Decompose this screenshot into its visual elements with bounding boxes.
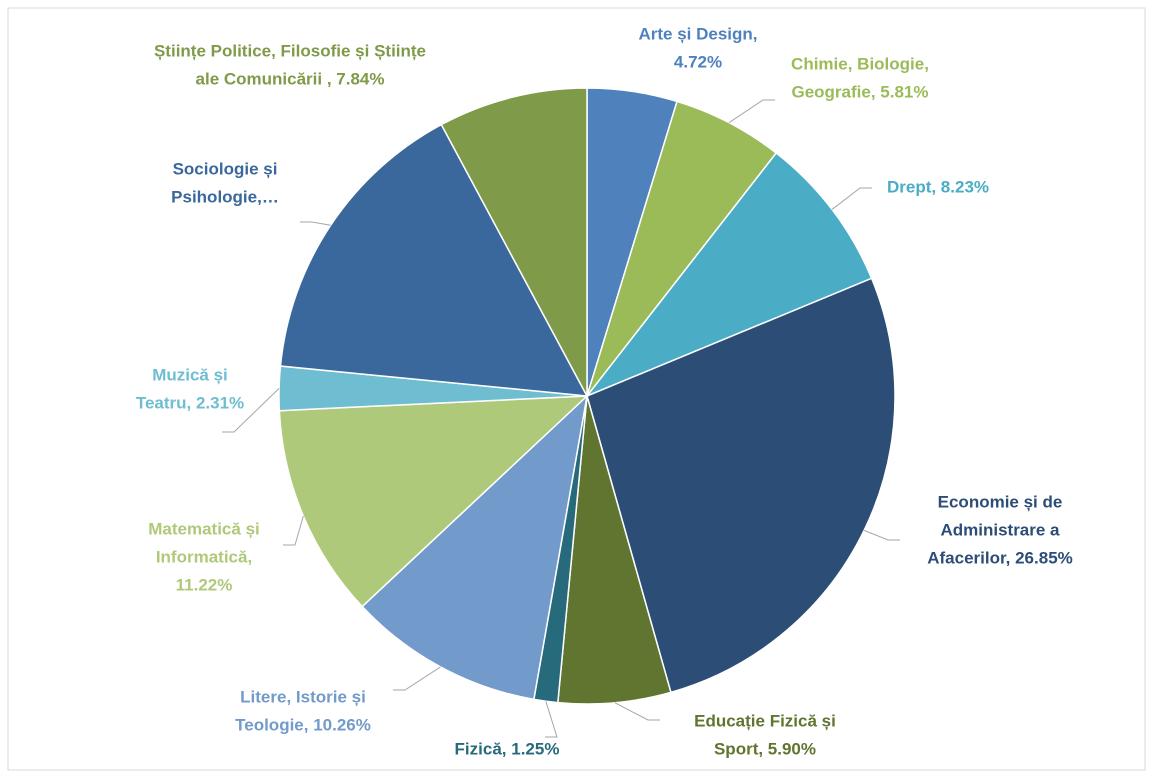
data-label: Teatru, 2.31% — [136, 393, 244, 412]
data-label: Economie și de — [938, 492, 1063, 511]
leader-line — [863, 529, 900, 541]
leader-line — [728, 99, 775, 124]
data-label: Sport, 5.90% — [714, 739, 816, 758]
leader-line — [300, 221, 331, 226]
data-label: Geografie, 5.81% — [791, 82, 928, 101]
leader-line — [831, 187, 872, 210]
pie-slice — [278, 395, 590, 608]
leader-line — [222, 387, 280, 433]
data-label: Educație Fizică și — [694, 711, 836, 730]
pie-slice — [440, 87, 588, 397]
data-label: Drept, 8.23% — [887, 177, 989, 196]
data-label: Administrare a — [940, 520, 1060, 539]
data-label: Fizică, 1.25% — [455, 739, 560, 758]
leader-line — [614, 702, 660, 721]
data-label: Psihologie,… — [171, 187, 279, 206]
pie-slice — [361, 393, 589, 701]
data-label: Sociologie și — [173, 159, 278, 178]
data-label: Informatică, — [156, 547, 252, 566]
data-label: ale Comunicării , 7.84% — [196, 69, 385, 88]
data-label: Arte și Design, — [638, 24, 757, 43]
data-label: Litere, Istorie și — [240, 687, 366, 706]
data-label: Teologie, 10.26% — [235, 715, 371, 734]
leader-line — [545, 701, 558, 738]
data-label: Chimie, Biologie, — [791, 54, 929, 73]
pie-slice — [279, 123, 589, 397]
leader-line — [393, 666, 441, 691]
data-label: 4.72% — [674, 52, 722, 71]
data-label: Matematică și — [148, 519, 260, 538]
data-label: Muzică și — [152, 365, 228, 384]
data-label: Științe Politice, Filosofie și Științe — [154, 41, 426, 60]
pie-slice — [584, 151, 873, 398]
leader-line — [283, 515, 304, 546]
data-label: 11.22% — [176, 575, 233, 594]
data-label: Afacerilor, 26.85% — [927, 548, 1073, 567]
pie-slice — [586, 277, 896, 694]
